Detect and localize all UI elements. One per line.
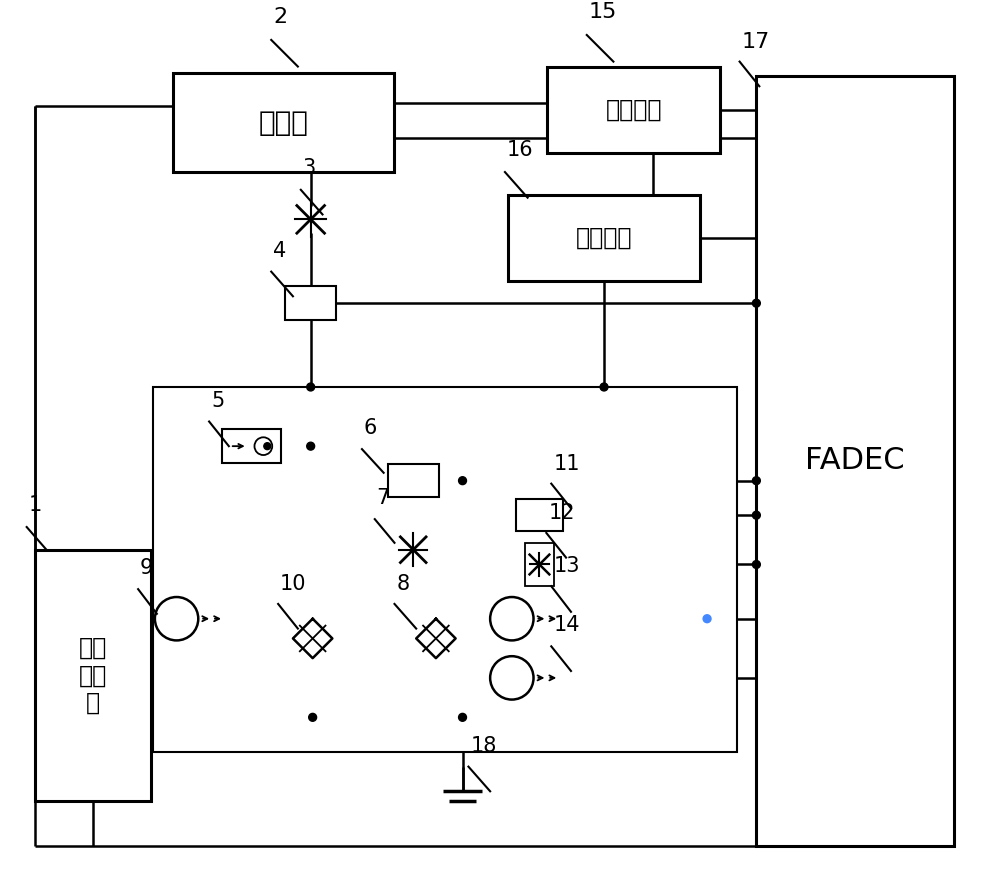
Text: 17: 17: [742, 32, 770, 52]
Bar: [388, 464, 439, 497]
Text: 备份
控制
器: 备份 控制 器: [79, 636, 107, 715]
Circle shape: [307, 383, 315, 391]
Text: 1: 1: [29, 495, 42, 515]
Text: 10: 10: [280, 574, 307, 594]
Text: 3: 3: [303, 158, 316, 178]
Text: 14: 14: [553, 616, 580, 636]
Circle shape: [309, 714, 317, 721]
Text: 7: 7: [377, 489, 390, 508]
Text: 6: 6: [364, 418, 377, 438]
Bar: [285, 287, 336, 320]
Circle shape: [600, 383, 608, 391]
Circle shape: [307, 442, 315, 450]
Bar: [525, 542, 554, 587]
Circle shape: [264, 443, 271, 450]
Bar: [35, 549, 151, 801]
Bar: [222, 430, 281, 463]
Text: 8: 8: [396, 574, 410, 594]
Bar: [508, 195, 700, 281]
Circle shape: [752, 561, 760, 568]
Text: 11: 11: [553, 453, 580, 474]
Text: 9: 9: [140, 558, 153, 579]
Bar: [547, 66, 720, 153]
Circle shape: [459, 714, 466, 721]
Text: 18: 18: [470, 736, 497, 756]
Bar: [516, 499, 563, 531]
Circle shape: [752, 512, 760, 519]
Text: 12: 12: [548, 503, 575, 523]
Circle shape: [459, 477, 466, 484]
Text: 发动机: 发动机: [259, 108, 308, 137]
Bar: [173, 73, 394, 172]
Text: FADEC: FADEC: [805, 446, 905, 475]
Text: 起动单元: 起动单元: [605, 98, 662, 122]
Text: 16: 16: [507, 140, 534, 161]
Text: 4: 4: [273, 241, 286, 261]
Circle shape: [703, 615, 711, 623]
Bar: [756, 77, 954, 846]
Text: 减速机构: 减速机构: [576, 226, 632, 250]
Circle shape: [752, 477, 760, 484]
Bar: [153, 387, 737, 751]
Text: 13: 13: [553, 557, 580, 576]
Circle shape: [752, 299, 760, 307]
Text: 5: 5: [211, 391, 224, 411]
Text: 15: 15: [589, 2, 617, 22]
Text: 2: 2: [273, 7, 287, 27]
